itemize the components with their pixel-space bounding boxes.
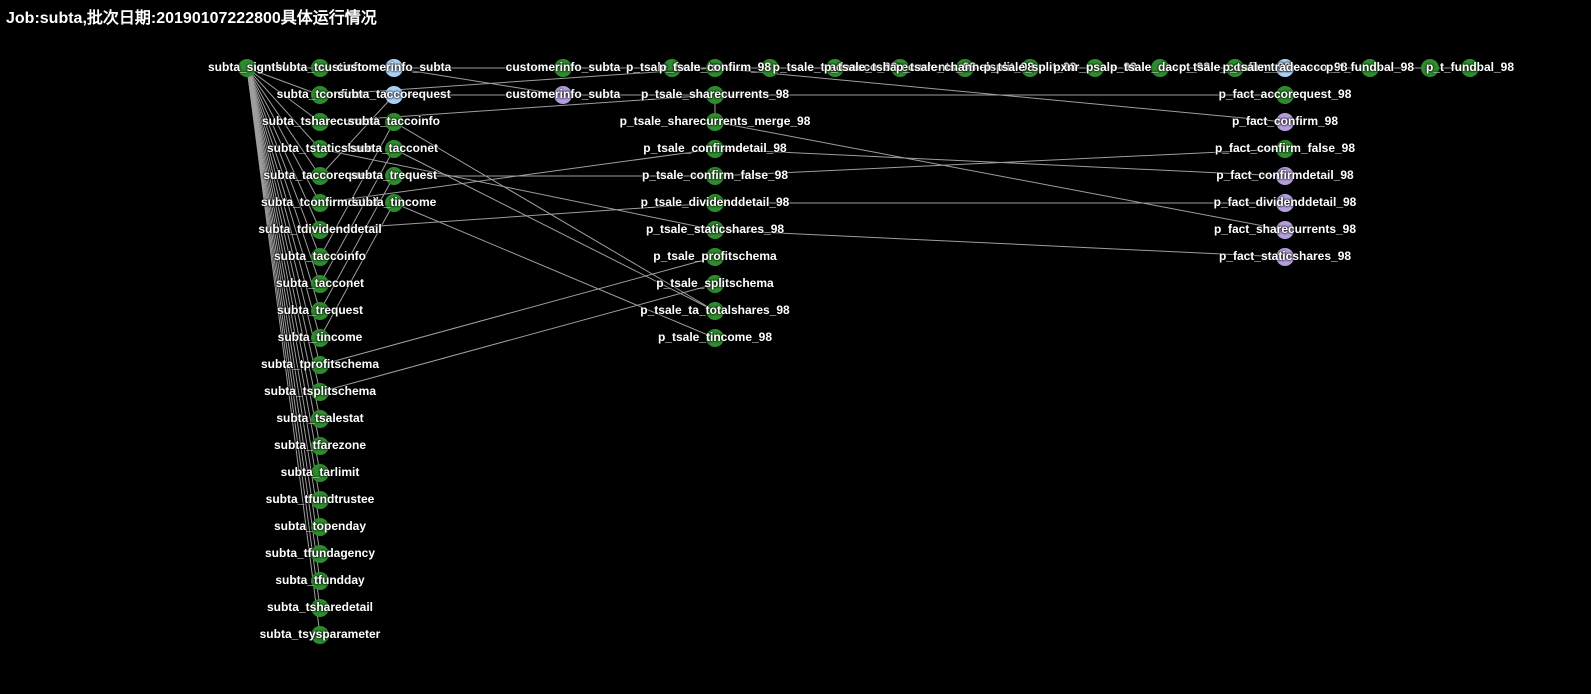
dag-edge [247,68,320,446]
dag-edge [247,68,320,473]
dag-node[interactable] [706,221,724,239]
dag-node[interactable] [311,248,329,266]
dag-edge [247,68,320,500]
dag-edge [320,284,715,392]
dag-edge [394,68,563,95]
dag-node[interactable] [706,194,724,212]
dag-node[interactable] [554,59,572,77]
dag-node[interactable] [311,59,329,77]
dag-node[interactable] [311,194,329,212]
dag-node[interactable] [311,275,329,293]
dag-edge [247,68,320,581]
dag-node[interactable] [311,86,329,104]
dag-node[interactable] [385,86,403,104]
dag-node[interactable] [311,518,329,536]
dag-edge [715,230,1285,257]
dag-node[interactable] [385,167,403,185]
dag-node[interactable] [311,356,329,374]
dag-node[interactable] [1276,194,1294,212]
dag-node[interactable] [311,464,329,482]
dag-node[interactable] [1276,167,1294,185]
dag-node[interactable] [311,572,329,590]
dag-node[interactable] [385,113,403,131]
dag-edge [247,68,320,284]
dag-edge [320,122,394,257]
dag-node[interactable] [1276,248,1294,266]
dag-edge [247,68,320,95]
dag-node[interactable] [311,437,329,455]
dag-node[interactable] [706,275,724,293]
dag-node[interactable] [311,113,329,131]
dag-node[interactable] [311,545,329,563]
dag-node[interactable] [891,59,909,77]
dag-node[interactable] [706,329,724,347]
dag-node[interactable] [385,59,403,77]
dag-edge [394,149,715,311]
dag-node[interactable] [1276,86,1294,104]
dag-node[interactable] [956,59,974,77]
dag-node[interactable] [311,329,329,347]
dag-node[interactable] [311,410,329,428]
dag-node[interactable] [706,302,724,320]
dag-node[interactable] [1421,59,1439,77]
dag-edge [320,95,715,122]
dag-node[interactable] [1361,59,1379,77]
dag-node[interactable] [706,86,724,104]
dag-node[interactable] [706,248,724,266]
dag-node[interactable] [311,491,329,509]
dag-node[interactable] [311,167,329,185]
dag-node[interactable] [311,626,329,644]
dag-edge [320,149,715,230]
dag-node[interactable] [1276,140,1294,158]
dag-node[interactable] [663,59,681,77]
dag-edge [320,68,715,95]
dag-node[interactable] [385,140,403,158]
dag-node[interactable] [1276,113,1294,131]
dag-node[interactable] [1151,59,1169,77]
dag-edge [320,203,715,230]
dag-node[interactable] [238,59,256,77]
dag-edge [247,68,320,635]
dag-node[interactable] [706,59,724,77]
dag-edge [320,203,394,338]
dag-edge [320,95,394,176]
dag-edge [320,257,715,365]
dag-node[interactable] [1226,59,1244,77]
dag-edge [247,68,320,419]
dag-edge [320,176,394,311]
dag-node[interactable] [706,140,724,158]
dag-node[interactable] [1461,59,1479,77]
dag-node[interactable] [311,302,329,320]
dag-node[interactable] [826,59,844,77]
dag-node[interactable] [1276,59,1294,77]
dag-node[interactable] [311,221,329,239]
dag-node[interactable] [311,599,329,617]
dag-node[interactable] [761,59,779,77]
dag-edge [247,68,320,311]
dag-node[interactable] [385,194,403,212]
dag-edge [247,68,320,554]
dag-node[interactable] [706,167,724,185]
dag-edge [715,122,1285,230]
dag-edge [320,149,394,284]
dag-node[interactable] [311,383,329,401]
dag-edge [247,68,320,365]
dag-node[interactable] [311,140,329,158]
dag-node[interactable] [706,113,724,131]
dag-node[interactable] [554,86,572,104]
dag-graph: subta_signtblsubta_tcustinfosubta_tconfi… [0,0,1591,694]
dag-node[interactable] [1086,59,1104,77]
dag-node[interactable] [1276,221,1294,239]
dag-node[interactable] [1021,59,1039,77]
dag-edge [394,122,715,311]
